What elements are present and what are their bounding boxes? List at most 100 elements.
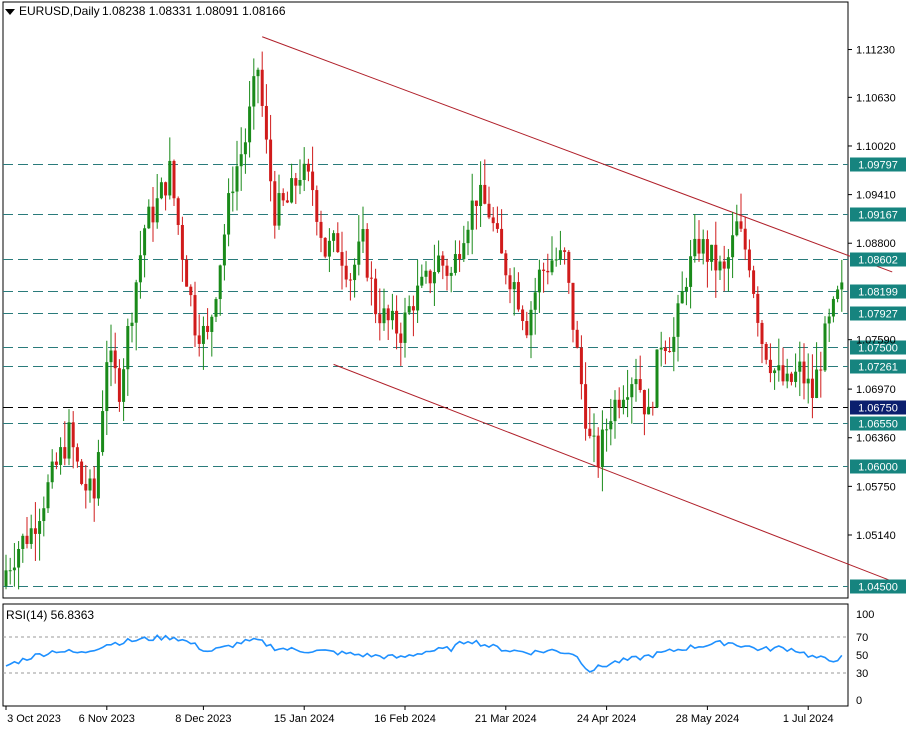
candle-body: [794, 371, 798, 382]
x-tick-label: 21 Mar 2024: [475, 713, 537, 725]
candle-body: [554, 259, 558, 261]
level-badge: [850, 306, 906, 321]
candle-body: [735, 221, 739, 236]
candle-body: [781, 365, 785, 382]
candle-body: [689, 256, 693, 287]
candle-body: [101, 411, 105, 453]
level-badge-label: 1.06000: [858, 462, 898, 474]
candle-body: [416, 285, 420, 311]
candle-body: [38, 521, 42, 534]
candle-body: [567, 251, 571, 283]
candle-body: [336, 233, 340, 253]
candle-body: [542, 269, 546, 271]
candle-body: [4, 570, 8, 586]
candle-body: [537, 269, 541, 293]
candle-body: [298, 180, 302, 186]
candle-body: [290, 178, 294, 203]
y-tick-label: 1.06360: [856, 433, 896, 445]
rsi-tick-label: 50: [856, 650, 868, 662]
candle-body: [424, 270, 428, 277]
level-badge-label: 1.04500: [858, 582, 898, 594]
candle-body: [390, 310, 394, 321]
x-tick-label: 28 May 2024: [676, 713, 740, 725]
candle-body: [785, 373, 789, 382]
rsi-tick-label: 100: [856, 609, 874, 621]
candle-body: [642, 390, 646, 415]
candle-body: [479, 184, 483, 207]
candle-body: [340, 252, 344, 266]
symbol-dropdown-icon[interactable]: [5, 9, 15, 15]
level-badge: [850, 400, 906, 415]
candle-body: [773, 370, 777, 374]
candle-body: [197, 335, 201, 344]
level-badge: [850, 284, 906, 299]
candle-body: [315, 190, 319, 222]
candle-body: [365, 229, 369, 278]
candle-body: [218, 265, 222, 300]
candle-body: [88, 478, 92, 491]
candle-body: [693, 238, 697, 257]
candle-body: [495, 223, 499, 229]
candle-body: [752, 270, 756, 294]
candle-body: [168, 160, 172, 196]
candle-body: [33, 528, 37, 534]
main-panel-border: [2, 1, 849, 599]
x-tick-label: 8 Dec 2023: [175, 713, 231, 725]
candle-body: [756, 293, 760, 323]
candle-body: [327, 240, 331, 257]
candle-body: [579, 347, 583, 385]
level-badge-label: 1.08199: [858, 287, 898, 299]
candle-body: [684, 286, 688, 292]
candle-body: [705, 239, 709, 262]
candle-body: [726, 257, 730, 269]
candle-body: [550, 260, 554, 273]
candle-body: [483, 184, 487, 204]
y-tick-label: 1.10630: [856, 92, 896, 104]
candle-body: [710, 244, 714, 262]
candle-body: [25, 535, 29, 544]
y-tick-label: 1.10020: [856, 141, 896, 153]
candle-body: [50, 461, 54, 483]
candle-body: [571, 282, 575, 330]
candle-body: [432, 272, 436, 284]
level-badge: [850, 459, 906, 474]
candle-body: [512, 282, 516, 290]
candle-body: [96, 452, 100, 499]
candle-body: [445, 265, 449, 276]
candle-body: [508, 275, 512, 290]
symbol-label[interactable]: EURUSD,Daily: [19, 4, 100, 18]
x-tick-label: 6 Nov 2023: [79, 713, 135, 725]
y-tick-label: 1.08800: [856, 238, 896, 250]
candle-body: [273, 181, 277, 226]
candle-body: [143, 228, 147, 256]
candle-body: [29, 528, 33, 544]
candle-body: [54, 461, 58, 465]
candle-body: [697, 238, 701, 254]
candle-body: [449, 272, 453, 276]
candle-body: [836, 289, 840, 299]
candle-body: [747, 249, 751, 271]
y-tick-label: 1.11230: [856, 45, 895, 57]
candle-body: [80, 461, 84, 484]
candle-body: [462, 243, 466, 260]
y-tick-label: 1.05140: [856, 530, 896, 542]
candle-body: [147, 206, 151, 229]
candle-body: [260, 69, 264, 106]
candle-body: [504, 253, 508, 276]
candle-body: [311, 171, 315, 191]
candle-body: [521, 309, 525, 322]
candle-body: [382, 308, 386, 324]
candle-body: [441, 255, 445, 266]
candle-body: [277, 193, 281, 226]
candle-body: [680, 291, 684, 304]
level-badge-label: 1.06550: [858, 419, 898, 431]
candle-body: [672, 336, 676, 352]
candle-body: [525, 321, 529, 336]
candle-body: [500, 228, 504, 254]
candle-body: [815, 369, 819, 398]
candle-body: [768, 359, 772, 374]
rsi-tick-label: 70: [856, 632, 868, 644]
candle-body: [84, 483, 88, 491]
candle-body: [42, 508, 46, 522]
